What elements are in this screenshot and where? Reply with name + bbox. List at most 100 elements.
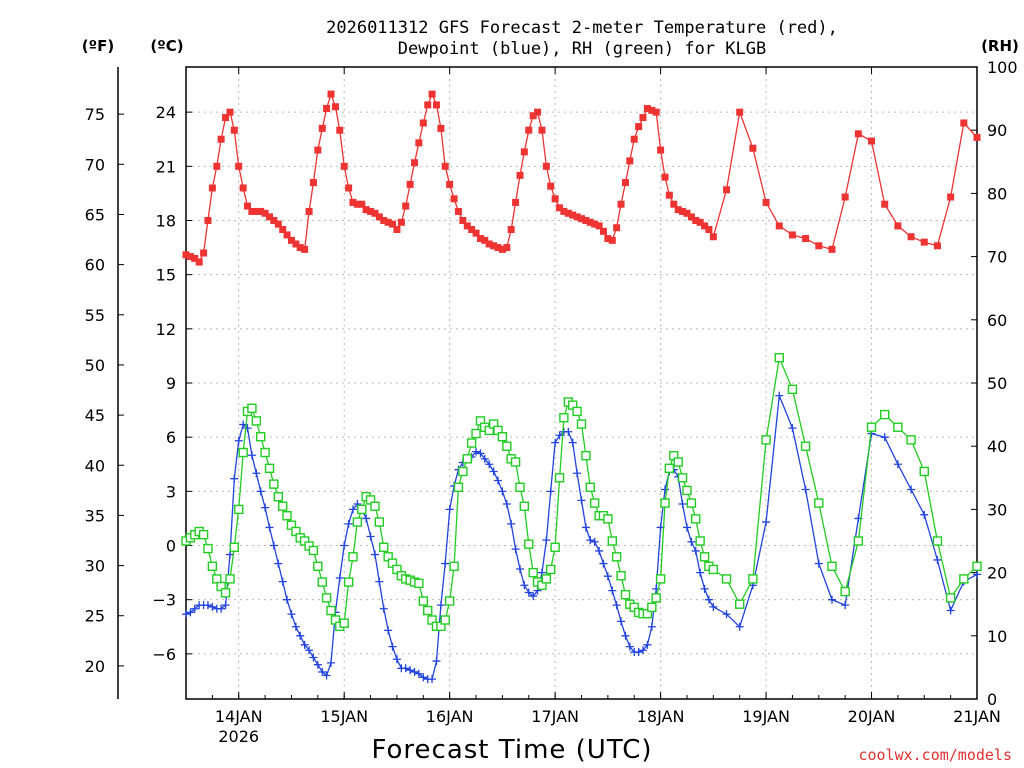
rh-point — [945, 593, 956, 603]
dewpoint-point — [419, 673, 428, 682]
dewpoint-point — [709, 602, 718, 611]
rh-point — [462, 454, 472, 464]
dewpoint-point — [678, 499, 687, 508]
dewpoint-point — [608, 586, 617, 595]
dewpoint-point — [340, 541, 349, 550]
rh-point — [611, 552, 622, 562]
fahrenheit-tick-label: 25 — [85, 607, 105, 626]
rh-point — [449, 561, 459, 571]
temperature-point — [802, 235, 810, 243]
celsius-tick-label: −6 — [152, 645, 176, 664]
dewpoint-point — [410, 667, 419, 676]
fahrenheit-axis-unit: (ºF) — [82, 37, 114, 55]
rh-tick-label: 40 — [987, 437, 1007, 456]
temperature-point — [419, 119, 427, 127]
temperature-line — [185, 92, 978, 264]
temperature-point — [578, 215, 585, 223]
temperature-point — [630, 135, 638, 143]
credit-link[interactable]: coolwx.com/models — [858, 746, 1012, 764]
temperature-point — [534, 108, 542, 116]
temperature-point — [701, 222, 709, 230]
fahrenheit-tick-label: 40 — [85, 456, 105, 475]
temperature-point — [257, 207, 265, 215]
dewpoint-point — [261, 503, 270, 512]
temperature-point — [345, 184, 353, 192]
dewpoint-point — [480, 454, 489, 463]
temperature-point — [230, 126, 238, 134]
dewpoint-point — [217, 604, 226, 613]
temperature-point — [775, 222, 783, 230]
rh-point — [932, 536, 943, 546]
temperature-point — [507, 226, 515, 234]
dewpoint-point — [775, 391, 784, 400]
temperature-point — [446, 180, 454, 188]
rh-point — [686, 498, 697, 508]
temperature-point — [208, 184, 216, 192]
rh-tick-label: 50 — [987, 374, 1007, 393]
rh-point — [317, 577, 327, 587]
dewpoint-point — [647, 622, 656, 631]
temperature-point — [556, 204, 564, 212]
dewpoint-series — [182, 391, 981, 684]
dewpoint-point — [428, 675, 437, 684]
temperature-point — [490, 242, 498, 250]
temperature-point — [437, 124, 445, 132]
rh-point — [550, 542, 560, 553]
temperature-point — [424, 101, 432, 109]
rh-point — [880, 409, 890, 420]
rh-point — [576, 419, 587, 429]
rh-point — [603, 514, 613, 524]
temperature-point — [841, 193, 849, 201]
celsius-tick-label: 24 — [156, 103, 176, 122]
dewpoint-point — [700, 584, 709, 593]
day-tick-label: 18JAN — [637, 707, 685, 726]
rh-point — [695, 536, 705, 546]
rh-axis-unit: (RH) — [981, 37, 1019, 55]
dewpoint-point — [318, 667, 327, 676]
rh-point — [418, 596, 428, 606]
dewpoint-point — [493, 476, 502, 485]
temperature-point — [881, 200, 889, 208]
temperature-point — [595, 222, 603, 230]
temperature-point — [639, 114, 647, 122]
dewpoint-point — [445, 505, 454, 514]
dewpoint-point — [827, 595, 836, 604]
temperature-point — [723, 186, 731, 194]
temperature-point — [613, 224, 621, 232]
rh-point — [423, 605, 433, 616]
temperature-point — [204, 216, 212, 224]
celsius-tick-label: 9 — [166, 374, 176, 393]
temperature-point — [349, 198, 357, 206]
rh-point — [607, 536, 617, 546]
day-tick-label: 17JAN — [531, 707, 579, 726]
temperature-point — [182, 251, 190, 259]
temperature-point — [683, 209, 691, 217]
dewpoint-point — [546, 487, 555, 496]
rh-point — [278, 501, 288, 511]
temperature-point — [608, 236, 616, 244]
rh-point — [453, 482, 464, 492]
temperature-point — [516, 171, 524, 179]
fahrenheit-tick-label: 55 — [85, 306, 105, 325]
temperature-point — [393, 226, 401, 234]
temperature-point — [679, 207, 687, 215]
dewpoint-point — [920, 510, 929, 519]
temperature-point — [358, 200, 366, 208]
temperature-point — [485, 240, 493, 248]
rh-tick-label: 60 — [987, 311, 1007, 330]
day-tick-label: 19JAN — [742, 707, 790, 726]
temperature-point — [459, 216, 467, 224]
temperature-point — [652, 108, 660, 116]
dewpoint-point — [305, 646, 314, 655]
celsius-tick-label: −3 — [152, 591, 176, 610]
rh-point — [414, 578, 424, 589]
temperature-point — [481, 236, 489, 244]
temperature-point — [283, 231, 291, 239]
rh-point — [238, 447, 248, 458]
dewpoint-point — [933, 555, 942, 564]
dewpoint-point — [612, 601, 621, 610]
temperature-point — [472, 229, 480, 237]
temperature-point — [318, 124, 326, 132]
temperature-point — [389, 220, 397, 228]
dewpoint-point — [788, 424, 797, 433]
